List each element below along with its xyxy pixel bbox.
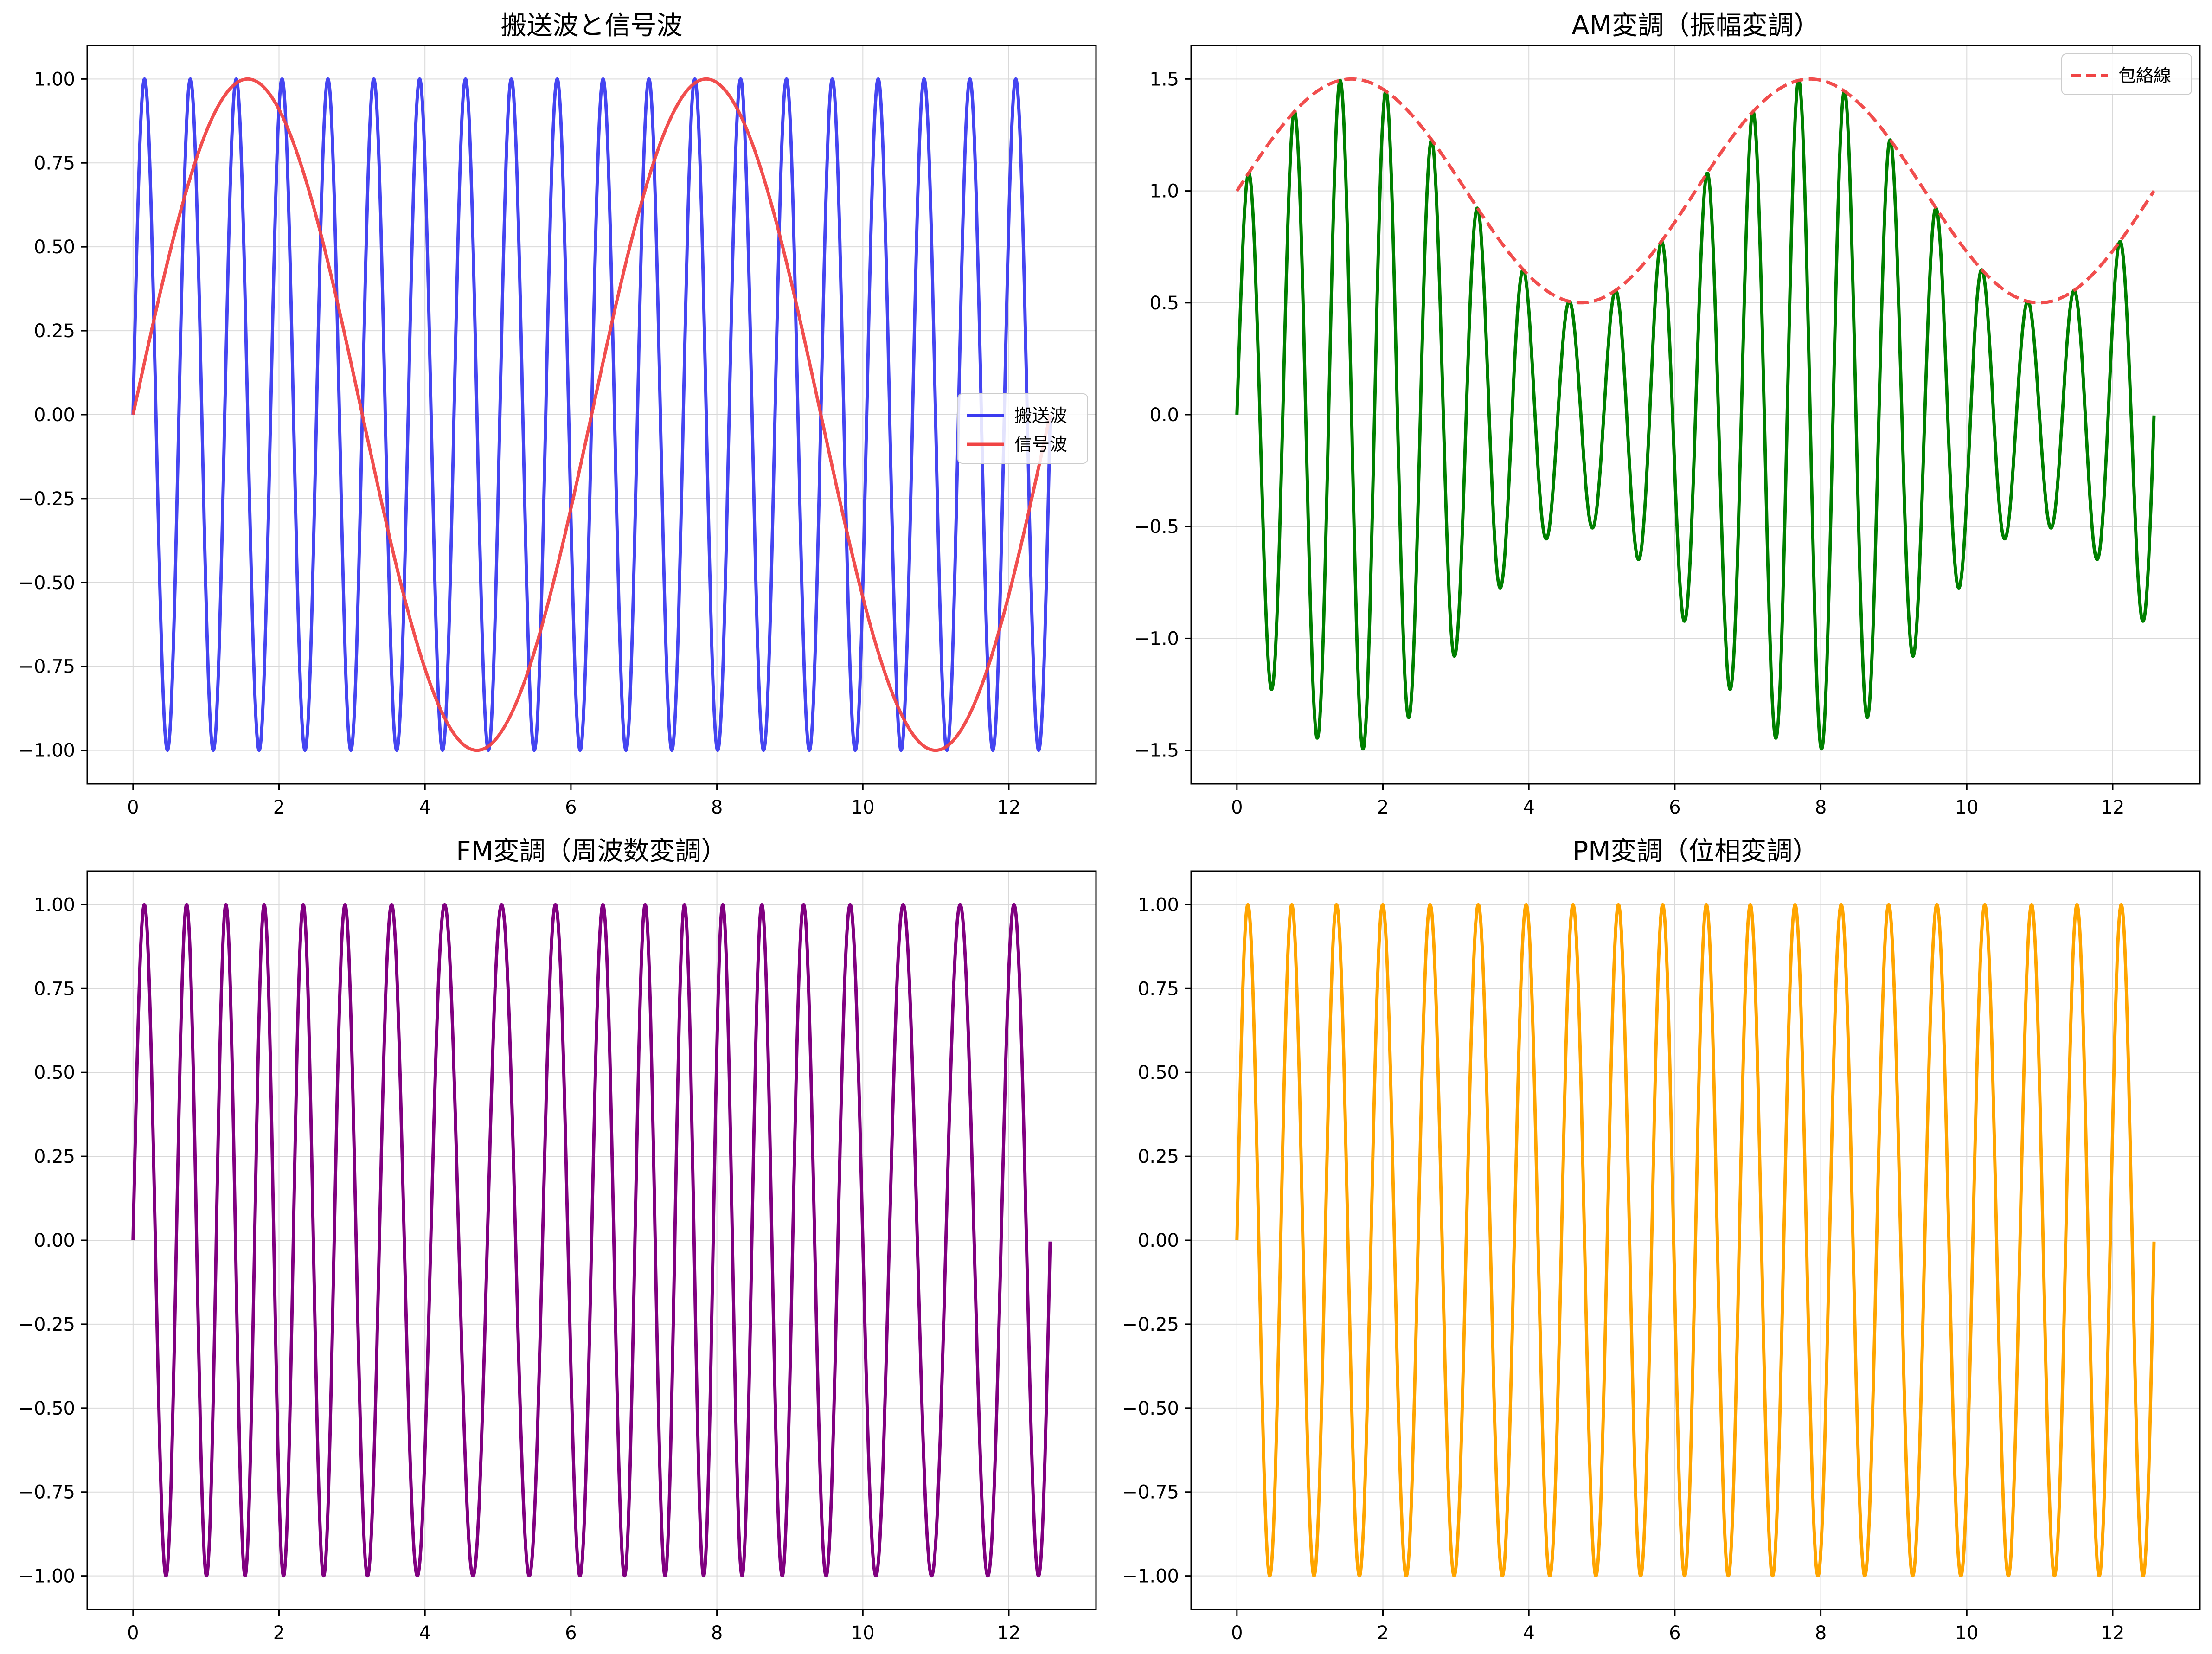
y-tick-label: 0.5	[1149, 293, 1179, 314]
x-tick-label: 4	[1523, 1622, 1534, 1644]
y-tick-label: −0.25	[18, 488, 75, 510]
y-tick-label: 0.0	[1149, 404, 1179, 426]
y-tick-label: −1.5	[1134, 740, 1179, 762]
y-tick-label: 0.25	[34, 321, 75, 342]
y-tick-label: −0.50	[18, 1398, 75, 1419]
x-tick-label: 0	[1231, 797, 1243, 818]
x-tick-label: 0	[127, 1622, 139, 1644]
y-tick-label: −0.75	[1122, 1482, 1179, 1503]
y-tick-label: −1.00	[1122, 1566, 1179, 1587]
y-tick-label: 1.0	[1149, 181, 1179, 202]
x-tick-label: 0	[1231, 1622, 1243, 1644]
legend-label: 包絡線	[2118, 65, 2171, 86]
y-tick-label: 1.00	[34, 894, 75, 916]
x-tick-label: 8	[711, 1622, 723, 1644]
x-tick-label: 12	[2101, 1622, 2125, 1644]
x-tick-label: 4	[419, 797, 430, 818]
y-tick-label: −0.75	[18, 656, 75, 678]
y-tick-label: 0.50	[34, 237, 75, 258]
y-tick-label: −0.25	[1122, 1314, 1179, 1335]
x-tick-label: 8	[711, 797, 723, 818]
y-tick-label: 0.25	[34, 1146, 75, 1167]
x-tick-label: 12	[997, 1622, 1021, 1644]
x-tick-label: 2	[273, 797, 285, 818]
x-tick-label: 10	[851, 1622, 875, 1644]
x-tick-label: 6	[565, 1622, 577, 1644]
y-tick-label: −0.50	[18, 572, 75, 594]
x-tick-label: 10	[1955, 797, 1979, 818]
x-tick-label: 6	[1669, 797, 1680, 818]
legend-label: 搬送波	[1014, 405, 1067, 426]
y-tick-label: 0.00	[34, 1230, 75, 1251]
x-tick-label: 8	[1815, 797, 1827, 818]
y-tick-label: −1.0	[1134, 628, 1179, 649]
subplot-2: 0 2 4 6 8 10 12 −1.5 −1.0 −0.5 0.0 0.5 1.0 1.5 AM変調（振幅…	[1134, 11, 2201, 818]
series-line-包絡線	[1235, 77, 2155, 305]
y-tick-label: −0.5	[1134, 516, 1179, 538]
series-line-series-1	[131, 903, 1052, 1578]
x-tick-label: 6	[565, 797, 577, 818]
series-line-信号波	[131, 77, 1052, 752]
x-tick-label: 4	[419, 1622, 430, 1644]
y-tick-label: 0.75	[34, 978, 75, 1000]
legend-box	[2061, 53, 2192, 95]
x-tick-label: 2	[273, 1622, 285, 1644]
y-tick-label: 0.50	[34, 1062, 75, 1083]
x-tick-label: 4	[1523, 797, 1534, 818]
legend-label: 信号波	[1014, 434, 1067, 455]
x-tick-label: 8	[1815, 1622, 1827, 1644]
x-tick-label: 12	[2101, 797, 2125, 818]
subplot-1: 0 2 4 6 8 10 12 −1.00 −0.75 −0.50 −0.25 0.00 0.25 0.5…	[18, 11, 1097, 818]
y-tick-label: 0.25	[1138, 1146, 1179, 1167]
x-tick-label: 2	[1377, 1622, 1389, 1644]
chart-title: FM変調（周波数変調）	[456, 836, 727, 866]
y-tick-label: 1.5	[1149, 69, 1179, 90]
subplot-3: 0 2 4 6 8 10 12 −1.00 −0.75 −0.50 −0.25 0.00 0.25 0.5…	[18, 836, 1097, 1644]
y-tick-label: −0.75	[18, 1482, 75, 1503]
x-tick-label: 6	[1669, 1622, 1680, 1644]
x-tick-label: 12	[997, 797, 1021, 818]
y-tick-label: 0.50	[1138, 1062, 1179, 1083]
x-tick-label: 0	[127, 797, 139, 818]
y-tick-label: 1.00	[34, 69, 75, 90]
chart-title: 搬送波と信号波	[501, 11, 683, 41]
y-tick-label: 1.00	[1138, 894, 1179, 916]
x-tick-label: 2	[1377, 797, 1389, 818]
y-tick-label: 0.75	[1138, 978, 1179, 1000]
chart-title: PM変調（位相変調）	[1572, 836, 1818, 866]
series-line-series-1	[1235, 903, 2156, 1578]
x-tick-label: 10	[1955, 1622, 1979, 1644]
y-tick-label: 0.75	[34, 153, 75, 174]
y-tick-label: −1.00	[18, 740, 75, 762]
legend: 包絡線	[2061, 53, 2192, 95]
y-tick-label: 0.00	[34, 404, 75, 426]
series-line-series-1	[1235, 78, 2156, 751]
y-tick-label: −0.50	[1122, 1398, 1179, 1419]
subplot-4: 0 2 4 6 8 10 12 −1.00 −0.75 −0.50 −0.25 0.00 0.25 0.5…	[1122, 836, 2201, 1644]
x-tick-label: 10	[851, 797, 875, 818]
chart-title: AM変調（振幅変調）	[1571, 11, 1820, 41]
y-tick-label: −0.25	[18, 1314, 75, 1335]
y-tick-label: −1.00	[18, 1566, 75, 1587]
y-tick-label: 0.00	[1138, 1230, 1179, 1251]
